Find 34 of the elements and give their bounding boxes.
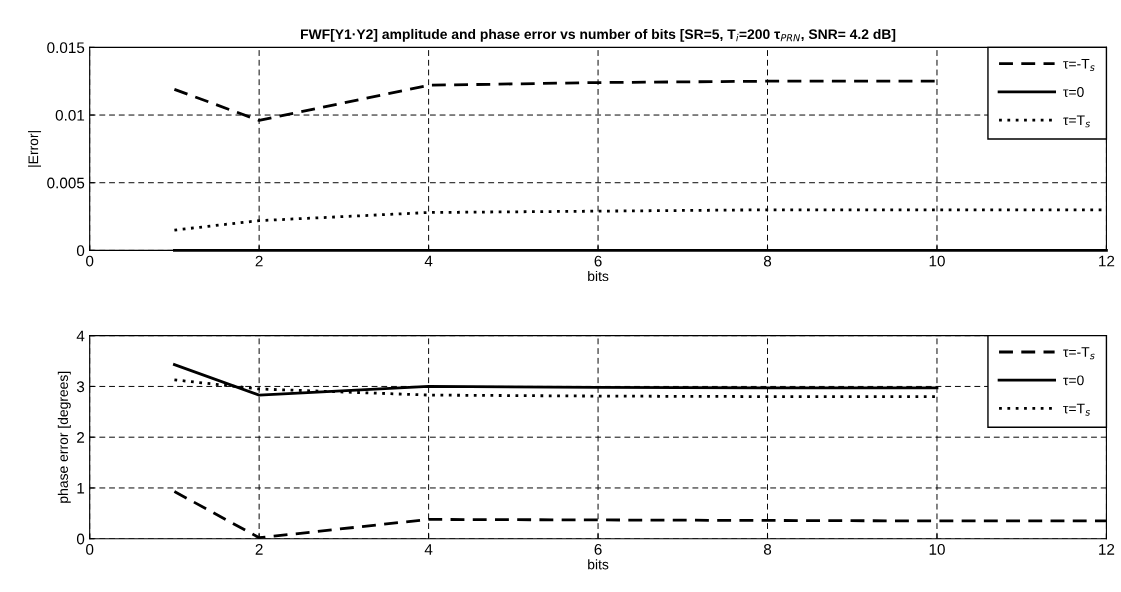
y-tick-label: 0 [76,245,85,257]
y-axis-title: |Error| [28,131,42,167]
y-tick-label: 4 [76,330,85,342]
legend-label: τ=0 [1063,87,1084,97]
legend-label: τ=-T$_{s}$ [1063,58,1095,71]
legend-label: τ=T$_{s}$ [1063,115,1091,128]
legend-label: τ=0 [1063,375,1084,386]
x-tick-label: 12 [1099,255,1115,267]
x-tick-label: 12 [1099,543,1115,555]
x-tick-label: 0 [86,543,94,555]
x-tick-label: 10 [929,543,945,555]
x-tick-label: 6 [594,543,602,555]
x-tick-label: 8 [763,543,772,555]
x-axis-title: bits [588,270,609,282]
y-tick-label: 0.01 [55,109,85,121]
legend-label: τ=-T$_{s}$ [1063,347,1095,360]
y-tick-label: 1 [77,482,85,494]
x-tick-label: 0 [86,255,94,267]
y-tick-label: 0 [76,533,85,545]
x-tick-label: 8 [763,255,772,267]
legend-label: τ=T$_{s}$ [1063,403,1091,416]
x-tick-label: 4 [424,255,433,267]
chart-title: FWF[Y1·Y2] amplitude and phase error vs number of bits [SR=5, T$_{i}$=200 τ$_{PRN}$, SNR= 4.2 dB] [301,28,896,42]
x-tick-label: 6 [594,255,602,267]
x-tick-label: 10 [929,255,945,267]
y-tick-label: 2 [77,432,85,443]
y-tick-label: 0.015 [47,42,85,54]
y-axis-title: phase error [degrees] [57,371,71,503]
x-axis-title: bits [588,559,609,570]
x-tick-label: 4 [424,544,433,555]
x-tick-label: 2 [255,543,263,555]
y-tick-label: 0.005 [47,177,85,189]
y-tick-label: 3 [76,381,85,393]
x-tick-label: 2 [255,255,263,267]
